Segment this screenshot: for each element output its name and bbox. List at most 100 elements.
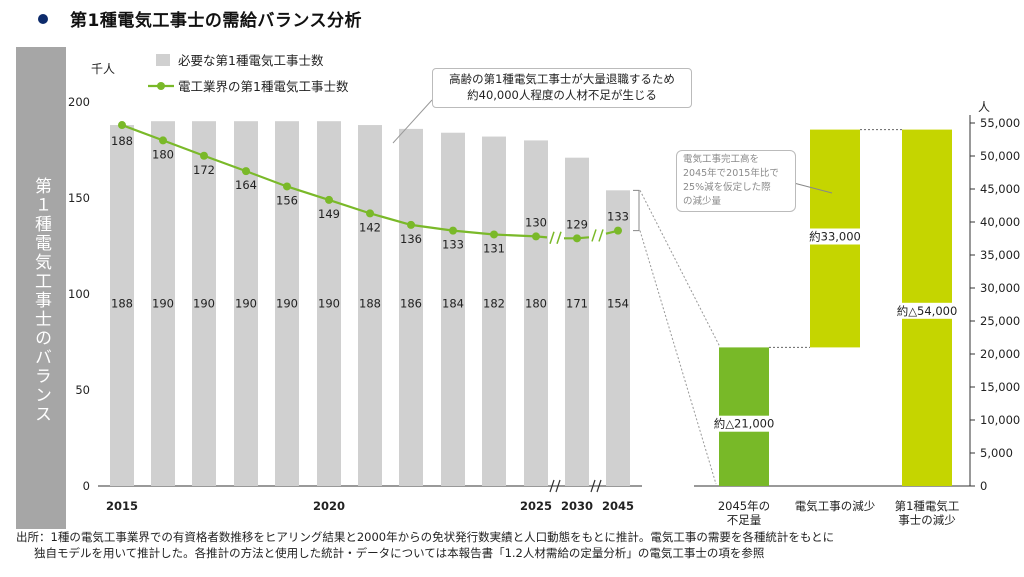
demand-bar-label: 188 xyxy=(111,296,133,310)
demand-bar xyxy=(110,125,134,486)
demand-bar xyxy=(234,121,258,486)
supply-point-label: 131 xyxy=(483,241,505,255)
demand-bar-label: 154 xyxy=(607,296,629,310)
right-ytick-label: 35,000 xyxy=(980,248,1020,262)
waterfall-bar-label: 約△21,000 xyxy=(714,417,775,431)
waterfall-bar-label: 約△54,000 xyxy=(897,304,958,318)
supply-point xyxy=(366,209,374,218)
bullet-icon xyxy=(38,13,48,24)
left-xtick-label: 2030 xyxy=(561,499,593,513)
right-ytick-label: 5,000 xyxy=(980,446,1013,460)
left-xtick-label: 2045 xyxy=(602,499,634,513)
connector-dashed xyxy=(639,190,721,348)
line-break-mark xyxy=(549,231,562,244)
right-ytick-label: 45,000 xyxy=(980,182,1020,196)
supply-point-label: 164 xyxy=(235,178,257,192)
annotation-side-line4: の減少量 xyxy=(683,196,722,207)
demand-bar xyxy=(151,121,175,486)
left-ytick-label: 150 xyxy=(68,191,90,205)
waterfall-category-label: 事士の減少 xyxy=(898,513,956,527)
right-ytick-label: 55,000 xyxy=(980,116,1020,130)
annotation-side-line2: 2045年で2015年比で xyxy=(683,168,779,179)
gap-bracket xyxy=(633,189,640,232)
waterfall-category-label: 電気工事の減少 xyxy=(795,499,876,513)
demand-bar-label: 182 xyxy=(483,296,505,310)
axis-break-mark xyxy=(590,479,602,493)
demand-bar-label: 190 xyxy=(152,296,174,310)
left-xtick-label: 2020 xyxy=(313,499,345,513)
left-unit-label: 千人 xyxy=(91,62,115,76)
footnote-line2: 独自モデルを用いて推計した。各推計の方法と使用した統計・データについては本報告書… xyxy=(34,546,765,560)
demand-bar-label: 171 xyxy=(566,296,588,310)
left-ytick-label: 100 xyxy=(68,287,90,301)
demand-bar xyxy=(482,136,506,486)
left-ytick-label: 200 xyxy=(68,95,90,109)
annotation-side: 電気工事完工高を 2045年で2015年比で 25%減を仮定した際 の減少量 xyxy=(676,150,796,212)
sidebar-label: 第１種電気工事士のバランス xyxy=(31,177,51,424)
left-ytick-label: 0 xyxy=(83,479,90,493)
supply-point-label: 188 xyxy=(111,134,133,148)
right-ytick-label: 20,000 xyxy=(980,347,1020,361)
supply-point xyxy=(614,226,622,235)
supply-point xyxy=(532,232,540,241)
right-ytick-label: 15,000 xyxy=(980,380,1020,394)
annotation-main-line1: 高齢の第1種電気工事士が大量退職するため xyxy=(449,72,675,86)
annotation-main: 高齢の第1種電気工事士が大量退職するため 約40,000人程度の人材不足が生じる xyxy=(432,68,692,108)
waterfall-label-bg xyxy=(900,302,954,319)
annotation-side-line3: 25%減を仮定した際 xyxy=(683,182,771,193)
legend-demand-swatch xyxy=(156,54,170,66)
demand-bar-label: 190 xyxy=(193,296,215,310)
demand-bar-label: 186 xyxy=(400,296,422,310)
supply-point-label: 136 xyxy=(400,232,422,246)
demand-bar xyxy=(275,121,299,486)
supply-point-label: 133 xyxy=(442,238,464,252)
right-ytick-label: 25,000 xyxy=(980,314,1020,328)
waterfall-category-label: 第1種電気工 xyxy=(895,499,960,513)
title-row: 第1種電気工事士の需給バランス分析 xyxy=(38,6,362,31)
annotation-side-pointer xyxy=(789,181,833,194)
line-break-mark xyxy=(591,229,604,242)
demand-bar xyxy=(399,128,423,486)
demand-bar xyxy=(317,121,341,486)
right-ytick-label: 10,000 xyxy=(980,413,1020,427)
demand-bar-label: 190 xyxy=(235,296,257,310)
left-xtick-label: 2025 xyxy=(520,499,552,513)
left-ytick-label: 50 xyxy=(75,383,90,397)
legend-supply-label: 電工業界の第1種電気工事士数 xyxy=(178,79,349,94)
right-ytick-label: 30,000 xyxy=(980,281,1020,295)
supply-point xyxy=(325,195,333,204)
right-ytick-label: 50,000 xyxy=(980,149,1020,163)
footnote-line1: 出所：1種の電気工事業界での有資格者数推移をヒアリング結果と2000年からの免状… xyxy=(16,530,835,544)
supply-point xyxy=(490,230,498,239)
supply-point xyxy=(200,151,208,160)
waterfall-label-bg xyxy=(712,415,776,432)
demand-bar xyxy=(192,121,216,486)
supply-point-label: 142 xyxy=(359,220,381,234)
supply-point xyxy=(407,220,415,229)
legend-demand-label: 必要な第1種電気工事士数 xyxy=(178,53,324,68)
legend-supply-marker xyxy=(157,82,165,90)
supply-point xyxy=(449,226,457,235)
right-unit-label: 人 xyxy=(978,100,990,114)
demand-bar xyxy=(441,132,465,486)
demand-bar-label: 188 xyxy=(359,296,381,310)
demand-bar xyxy=(358,125,382,486)
supply-point-label: 133 xyxy=(607,210,629,224)
supply-point xyxy=(159,136,167,145)
annotation-main-pointer xyxy=(392,99,433,144)
demand-bar-label: 190 xyxy=(318,296,340,310)
supply-point xyxy=(573,234,581,243)
waterfall-category-label: 2045年の xyxy=(718,499,770,513)
axis-break-mark xyxy=(549,479,561,493)
sidebar: 第１種電気工事士のバランス xyxy=(16,47,66,529)
right-ytick-label: 40,000 xyxy=(980,215,1020,229)
right-ytick-label: 0 xyxy=(980,479,987,493)
demand-bar xyxy=(565,157,589,486)
demand-bar xyxy=(524,140,548,486)
waterfall-label-bg xyxy=(808,228,862,245)
supply-point-label: 172 xyxy=(193,163,215,177)
waterfall-category-label: 不足量 xyxy=(727,513,762,527)
waterfall-bar-label: 約33,000 xyxy=(809,230,861,244)
annotation-main-line2: 約40,000人程度の人材不足が生じる xyxy=(467,88,657,102)
